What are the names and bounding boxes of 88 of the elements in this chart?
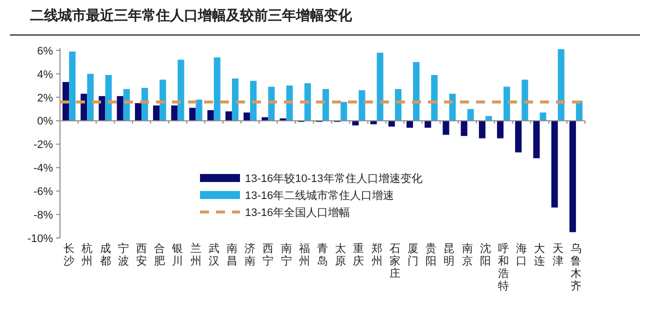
bar [413, 62, 420, 121]
x-tick-label: 杭州 [80, 242, 93, 268]
x-tick-label: 南昌 [226, 242, 238, 268]
y-tick-label: -4% [33, 162, 54, 175]
y-tick-label: -10% [27, 233, 54, 245]
bar [178, 60, 184, 121]
bar [250, 80, 257, 121]
x-tick-label: 成都 [100, 242, 111, 268]
bar [214, 57, 220, 121]
bar [558, 49, 564, 121]
x-tick-label: 宁波 [118, 242, 129, 268]
x-tick-label: 乌鲁木齐 [570, 243, 582, 292]
legend-label: 13-16年较10-13年常住人口增速变化 [245, 172, 422, 185]
x-tick-label: 武汉 [208, 242, 220, 268]
x-tick-label: 大连 [534, 242, 546, 268]
x-tick-label: 沈阳 [480, 242, 491, 268]
bar [515, 120, 522, 152]
bar [394, 89, 402, 121]
x-tick-label: 呼和浩特 [498, 242, 510, 292]
bar [540, 112, 546, 121]
bar [160, 80, 166, 121]
x-tick-label: 石家庄 [389, 243, 400, 280]
bar [449, 94, 456, 121]
x-tick-label: 兰州 [190, 242, 202, 268]
x-tick-label: 西安 [136, 243, 147, 268]
bar [442, 120, 450, 135]
bar [424, 120, 432, 128]
bar [225, 111, 232, 121]
bar [304, 83, 311, 121]
x-tick-label: 福州 [298, 242, 310, 268]
x-tick-label: 天津 [552, 243, 564, 268]
x-tick-label: 青岛 [317, 242, 328, 268]
y-tick-label: 2% [37, 92, 54, 104]
x-tick-label: 昆明 [444, 243, 455, 268]
y-tick-label: -8% [33, 210, 54, 222]
x-tick-label: 重庆 [353, 242, 364, 268]
x-tick-label: 贵阳 [426, 242, 437, 268]
x-tick-label: 银川 [171, 243, 184, 268]
bar [376, 52, 384, 121]
bar [322, 89, 330, 121]
bar [569, 120, 576, 232]
bar [171, 105, 178, 121]
bar [388, 120, 395, 127]
x-tick-label: 郑州 [371, 243, 382, 268]
bar [153, 105, 160, 121]
bar [116, 96, 124, 121]
bar [358, 90, 366, 121]
y-tick-label: -6% [33, 186, 54, 198]
bar [497, 120, 504, 138]
bar [80, 94, 88, 121]
bar [98, 96, 106, 121]
x-tick-label: 西宁 [262, 243, 274, 268]
bar [551, 120, 558, 208]
x-tick-label: 太原 [335, 242, 346, 268]
bar [232, 78, 238, 121]
x-tick-label: 南宁 [280, 242, 292, 268]
bar [352, 120, 359, 126]
bar [105, 74, 112, 121]
x-tick-label: 厦门 [408, 243, 419, 268]
bar [244, 112, 250, 121]
y-tick-label: 4% [37, 68, 54, 81]
y-tick-label: 6% [37, 45, 54, 58]
bar [340, 102, 348, 121]
bar [522, 80, 528, 121]
x-tick-label: 南京 [462, 242, 473, 268]
y-tick-label: 0% [37, 116, 54, 128]
bar [431, 74, 438, 121]
bar [134, 103, 142, 121]
bar [62, 82, 70, 121]
legend-label: 13-16年二线城市常住人口增速 [245, 189, 394, 202]
x-tick-label: 济南 [244, 242, 256, 268]
bar [87, 74, 94, 121]
chart-title: 二线城市最近三年常住人口增幅及较前三年增幅变化 [30, 7, 353, 23]
bar [207, 110, 214, 121]
bar [504, 86, 510, 121]
bar [189, 108, 196, 121]
x-tick-label: 合肥 [154, 242, 166, 268]
bar [69, 52, 76, 121]
bar [196, 100, 202, 121]
legend-label: 13-16年全国人口增幅 [245, 207, 350, 219]
bar [406, 120, 414, 128]
x-tick-label: 长沙 [64, 242, 75, 268]
bar [533, 120, 540, 158]
bar [467, 108, 474, 121]
x-tick-label: 海口 [516, 243, 528, 268]
y-tick-label: -2% [33, 139, 54, 152]
bar [460, 120, 468, 136]
bar [478, 120, 486, 138]
